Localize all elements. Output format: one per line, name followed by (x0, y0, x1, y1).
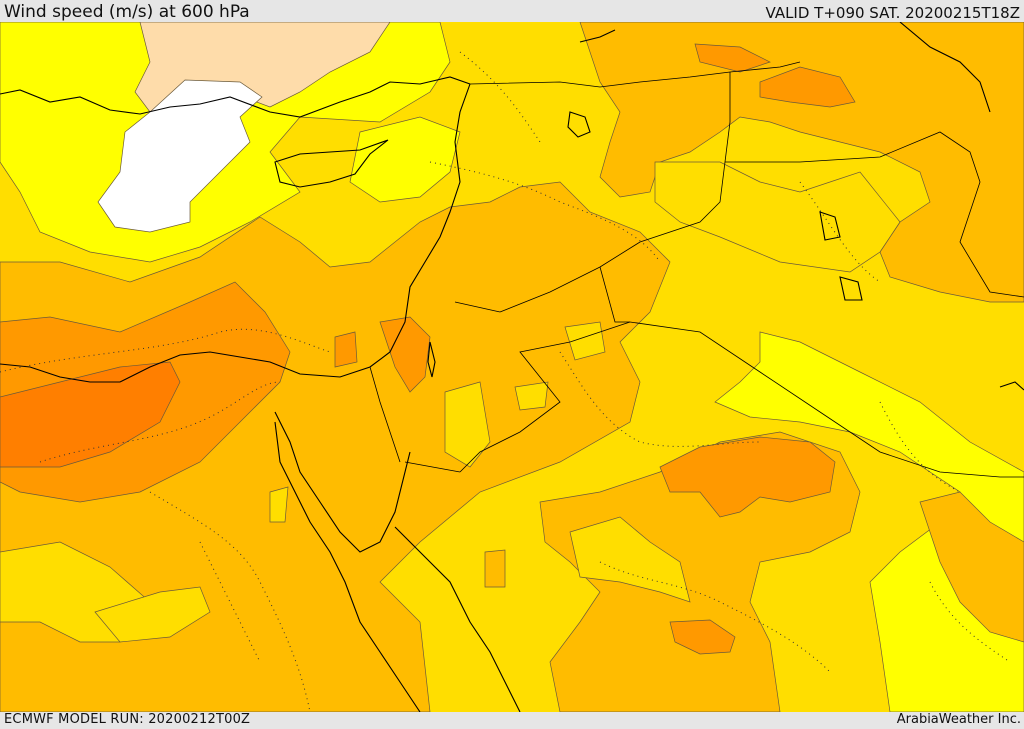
band-orange-south (659, 436, 836, 518)
band-yellow-south-1 (569, 516, 691, 603)
band-yellow-south-2 (484, 549, 506, 588)
band-light-orange-ne (579, 22, 1024, 303)
map-canvas (0, 22, 1024, 712)
band-dark-orange-core (0, 361, 181, 468)
model-run-label: ECMWF MODEL RUN: 20200212T00Z (4, 712, 251, 727)
band-yellow-sinai-3 (269, 486, 289, 523)
band-yellow-sw-2 (94, 586, 211, 643)
header-bar: Wind speed (m/s) at 600 hPa VALID T+090 … (0, 0, 1024, 22)
band-yellow-sinai (444, 381, 491, 468)
coastlines (0, 22, 1024, 712)
band-white (97, 79, 263, 233)
band-bright-yellow-east (714, 331, 1024, 712)
band-orange-levant (379, 316, 431, 393)
band-light-orange-south (539, 431, 861, 712)
dotted-isolines (0, 51, 1011, 712)
band-orange-small-1 (334, 331, 358, 368)
borders (369, 61, 1024, 478)
band-yellow-sinai-2 (514, 381, 549, 411)
band-light-orange-se (919, 491, 1024, 643)
credit-label: ArabiaWeather Inc. (896, 712, 1021, 727)
band-orange-ne (759, 66, 856, 108)
band-orange-ne-2 (694, 43, 771, 73)
band-yellow-ne (654, 161, 901, 273)
wind-speed-map (0, 22, 1024, 712)
map-title: Wind speed (m/s) at 600 hPa (4, 2, 250, 22)
footer-bar: ECMWF MODEL RUN: 20200212T00Z ArabiaWeat… (0, 712, 1024, 729)
band-bright-yellow-cyprus (349, 116, 461, 203)
band-yellow-jordan (564, 321, 606, 361)
valid-time: VALID T+090 SAT. 20200215T18Z (765, 4, 1020, 22)
band-orange-south-2 (669, 619, 736, 655)
